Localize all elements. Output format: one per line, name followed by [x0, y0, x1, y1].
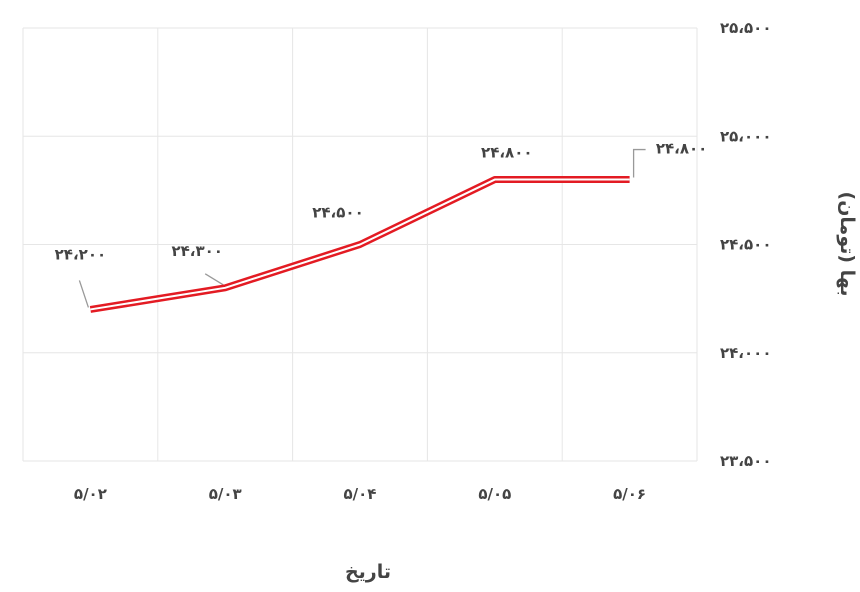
y-tick-label: ۲۵،۵۰۰ [720, 19, 771, 37]
y-tick-label: ۲۳،۵۰۰ [720, 452, 771, 470]
y-tick-label: ۲۵،۰۰۰ [720, 127, 771, 145]
data-label-leader [78, 280, 90, 308]
data-label: ۲۴،۸۰۰ [656, 140, 707, 158]
data-label: ۲۴،۸۰۰ [481, 144, 532, 162]
data-label: ۲۴،۳۰۰ [171, 242, 222, 260]
y-axis-ticks: ۲۳،۵۰۰ ۲۴،۰۰۰ ۲۴،۵۰۰ ۲۵،۰۰۰ ۲۵،۵۰۰ [720, 19, 771, 470]
grid [22, 27, 698, 462]
y-tick-label: ۲۴،۵۰۰ [720, 236, 771, 254]
data-label: ۲۴،۲۰۰ [55, 245, 106, 263]
y-tick-label: ۲۴،۰۰۰ [720, 344, 771, 362]
data-point [223, 286, 227, 290]
x-tick-label: ۵/۰۴ [344, 485, 377, 503]
series-line-inner [90, 178, 630, 311]
data-label-leader [204, 273, 224, 286]
series [88, 176, 632, 313]
x-tick-label: ۵/۰۳ [209, 485, 242, 503]
data-label: ۲۴،۵۰۰ [312, 204, 363, 222]
x-axis-title: تاریخ [345, 561, 391, 583]
data-label-leaders [78, 148, 646, 308]
x-axis-ticks: ۵/۰۲ ۵/۰۳ ۵/۰۴ ۵/۰۵ ۵/۰۶ [74, 485, 646, 503]
data-point [493, 178, 497, 182]
x-tick-label: ۵/۰۵ [478, 485, 511, 503]
data-point [88, 307, 92, 311]
x-tick-label: ۵/۰۶ [613, 485, 646, 503]
x-tick-label: ۵/۰۲ [74, 485, 107, 503]
data-point [628, 178, 632, 182]
data-label-leader [632, 148, 646, 178]
data-point [358, 243, 362, 247]
data-labels: ۲۴،۲۰۰ ۲۴،۳۰۰ ۲۴،۵۰۰ ۲۴،۸۰۰ ۲۴،۸۰۰ [55, 140, 708, 264]
y-axis-title: بها (تومان) [836, 192, 858, 297]
